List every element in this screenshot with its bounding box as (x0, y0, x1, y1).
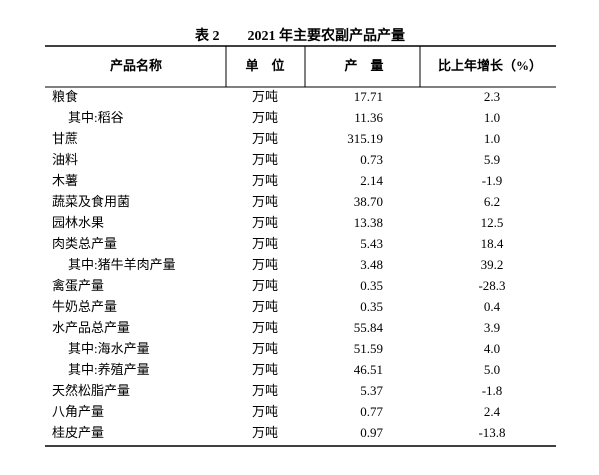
output: 0.35 (360, 278, 383, 293)
growth: 18.4 (481, 236, 504, 251)
growth: -1.8 (482, 383, 503, 398)
product-name: 甘蔗 (52, 131, 78, 146)
output: 0.73 (360, 152, 383, 167)
unit: 万吨 (252, 425, 278, 440)
column-header: 产品名称 (110, 58, 162, 73)
product-name: 油料 (52, 152, 78, 167)
output: 11.36 (354, 110, 383, 125)
unit: 万吨 (252, 131, 278, 146)
product-name: 桂皮产量 (52, 425, 104, 440)
unit: 万吨 (252, 110, 278, 125)
output: 0.35 (360, 299, 383, 314)
table-title: 表 2 2021 年主要农副产品产量 (194, 27, 405, 44)
output: 2.14 (360, 173, 383, 188)
unit: 万吨 (252, 194, 278, 209)
output: 17.71 (354, 89, 383, 104)
unit: 万吨 (252, 341, 278, 356)
product-name: 园林水果 (52, 215, 104, 230)
growth: 12.5 (481, 215, 504, 230)
product-name: 水产品总产量 (52, 320, 130, 335)
unit: 万吨 (252, 257, 278, 272)
output: 5.37 (360, 383, 383, 398)
product-name: 粮食 (52, 89, 78, 104)
product-name: 牛奶总产量 (52, 299, 117, 314)
output: 13.38 (354, 215, 383, 230)
growth: 5.0 (484, 362, 500, 377)
growth: 3.9 (484, 320, 500, 335)
output: 5.43 (360, 236, 383, 251)
growth: 5.9 (484, 152, 500, 167)
output: 51.59 (354, 341, 383, 356)
output: 0.77 (360, 404, 383, 419)
unit: 万吨 (252, 173, 278, 188)
growth: 1.0 (484, 131, 500, 146)
growth: -28.3 (478, 278, 505, 293)
product-name: 禽蛋产量 (52, 278, 104, 293)
output: 38.70 (354, 194, 383, 209)
unit: 万吨 (252, 89, 278, 104)
unit: 万吨 (252, 152, 278, 167)
growth: 4.0 (484, 341, 500, 356)
output: 46.51 (354, 362, 383, 377)
output: 55.84 (354, 320, 384, 335)
product-name: 其中:养殖产量 (68, 362, 150, 377)
product-name: 肉类总产量 (52, 236, 117, 251)
product-name: 其中:稻谷 (68, 110, 124, 125)
growth: 0.4 (484, 299, 501, 314)
output: 315.19 (347, 131, 383, 146)
unit: 万吨 (252, 215, 278, 230)
unit: 万吨 (252, 278, 278, 293)
growth: 2.3 (484, 89, 500, 104)
product-name: 蔬菜及食用菌 (52, 194, 130, 209)
growth: -13.8 (478, 425, 505, 440)
column-header: 单 位 (245, 58, 284, 73)
unit: 万吨 (252, 320, 278, 335)
growth: -1.9 (482, 173, 503, 188)
unit: 万吨 (252, 299, 278, 314)
column-header: 产 量 (344, 58, 383, 73)
product-name: 其中:猪牛羊肉产量 (68, 257, 176, 272)
product-name: 木薯 (52, 173, 78, 188)
output: 3.48 (360, 257, 383, 272)
product-name: 其中:海水产量 (68, 341, 150, 356)
growth: 1.0 (484, 110, 500, 125)
column-header: 比上年增长（%） (438, 58, 542, 73)
output: 0.97 (360, 425, 383, 440)
growth: 39.2 (481, 257, 504, 272)
product-name: 八角产量 (52, 404, 104, 419)
unit: 万吨 (252, 404, 278, 419)
product-name: 天然松脂产量 (52, 383, 130, 398)
growth: 2.4 (484, 404, 501, 419)
growth: 6.2 (484, 194, 500, 209)
unit: 万吨 (252, 383, 278, 398)
unit: 万吨 (252, 362, 278, 377)
unit: 万吨 (252, 236, 278, 251)
